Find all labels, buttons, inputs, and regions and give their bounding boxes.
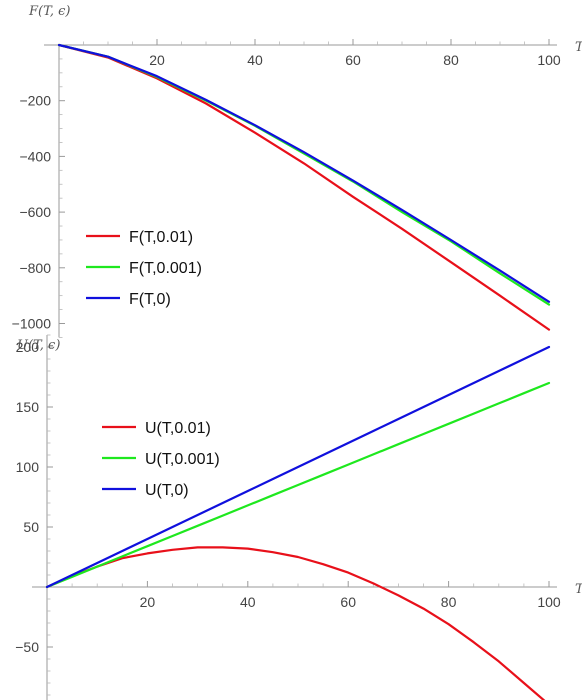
f-y-tick-label: −800 [19,260,51,276]
f-y-tick-label: −400 [19,148,51,164]
u-legend-label-1: U(T,0.01) [145,420,211,437]
u-y-tick-label: −50 [15,639,39,655]
f-panel: 20 40 60 80 100 −200 −400 −600 −800 −1000 F(T, ϵ) T… [12,4,582,338]
u-series-line-1 [45,546,546,700]
u-y-tick-label: 200 [16,339,40,355]
u-x-tick-label: 80 [441,594,457,610]
u-y-tick-label: 100 [16,459,40,475]
f-legend-label-1: F(T,0.01) [129,229,193,246]
f-y-tick-label: −200 [19,93,51,109]
f-x-tick-label: 80 [443,52,459,68]
f-x-axis-title: T [575,40,582,55]
f-x-tick-label: 60 [345,52,361,68]
u-y-axis-title: U(T, ϵ) [17,338,60,353]
f-y-tick-label: −1000 [12,316,52,332]
f-series-line-3 [57,43,551,303]
u-x-tick-label: 40 [240,594,256,610]
u-legend-label-3: U(T,0) [145,482,189,499]
f-x-tick-label: 100 [537,52,561,68]
f-x-tick-label: 20 [149,52,165,68]
f-x-tick-label: 40 [247,52,263,68]
u-y-tick-label: 150 [16,399,40,415]
f-y-axis-title: F(T, ϵ) [28,4,70,19]
u-legend-label-2: U(T,0.001) [145,451,220,468]
u-x-axis-title: T [575,582,582,597]
u-y-tick-label: 50 [23,519,39,535]
u-series-line-2 [45,381,551,589]
f-legend-label-3: F(T,0) [129,291,171,308]
f-y-tick-label: −600 [19,204,51,220]
u-x-tick-label: 100 [537,594,561,610]
u-x-tick-label: 20 [140,594,156,610]
u-series-line-3 [45,345,551,589]
f-series-line-1 [57,43,551,331]
u-x-tick-label: 60 [340,594,356,610]
f-legend-label-2: F(T,0.001) [129,260,202,277]
